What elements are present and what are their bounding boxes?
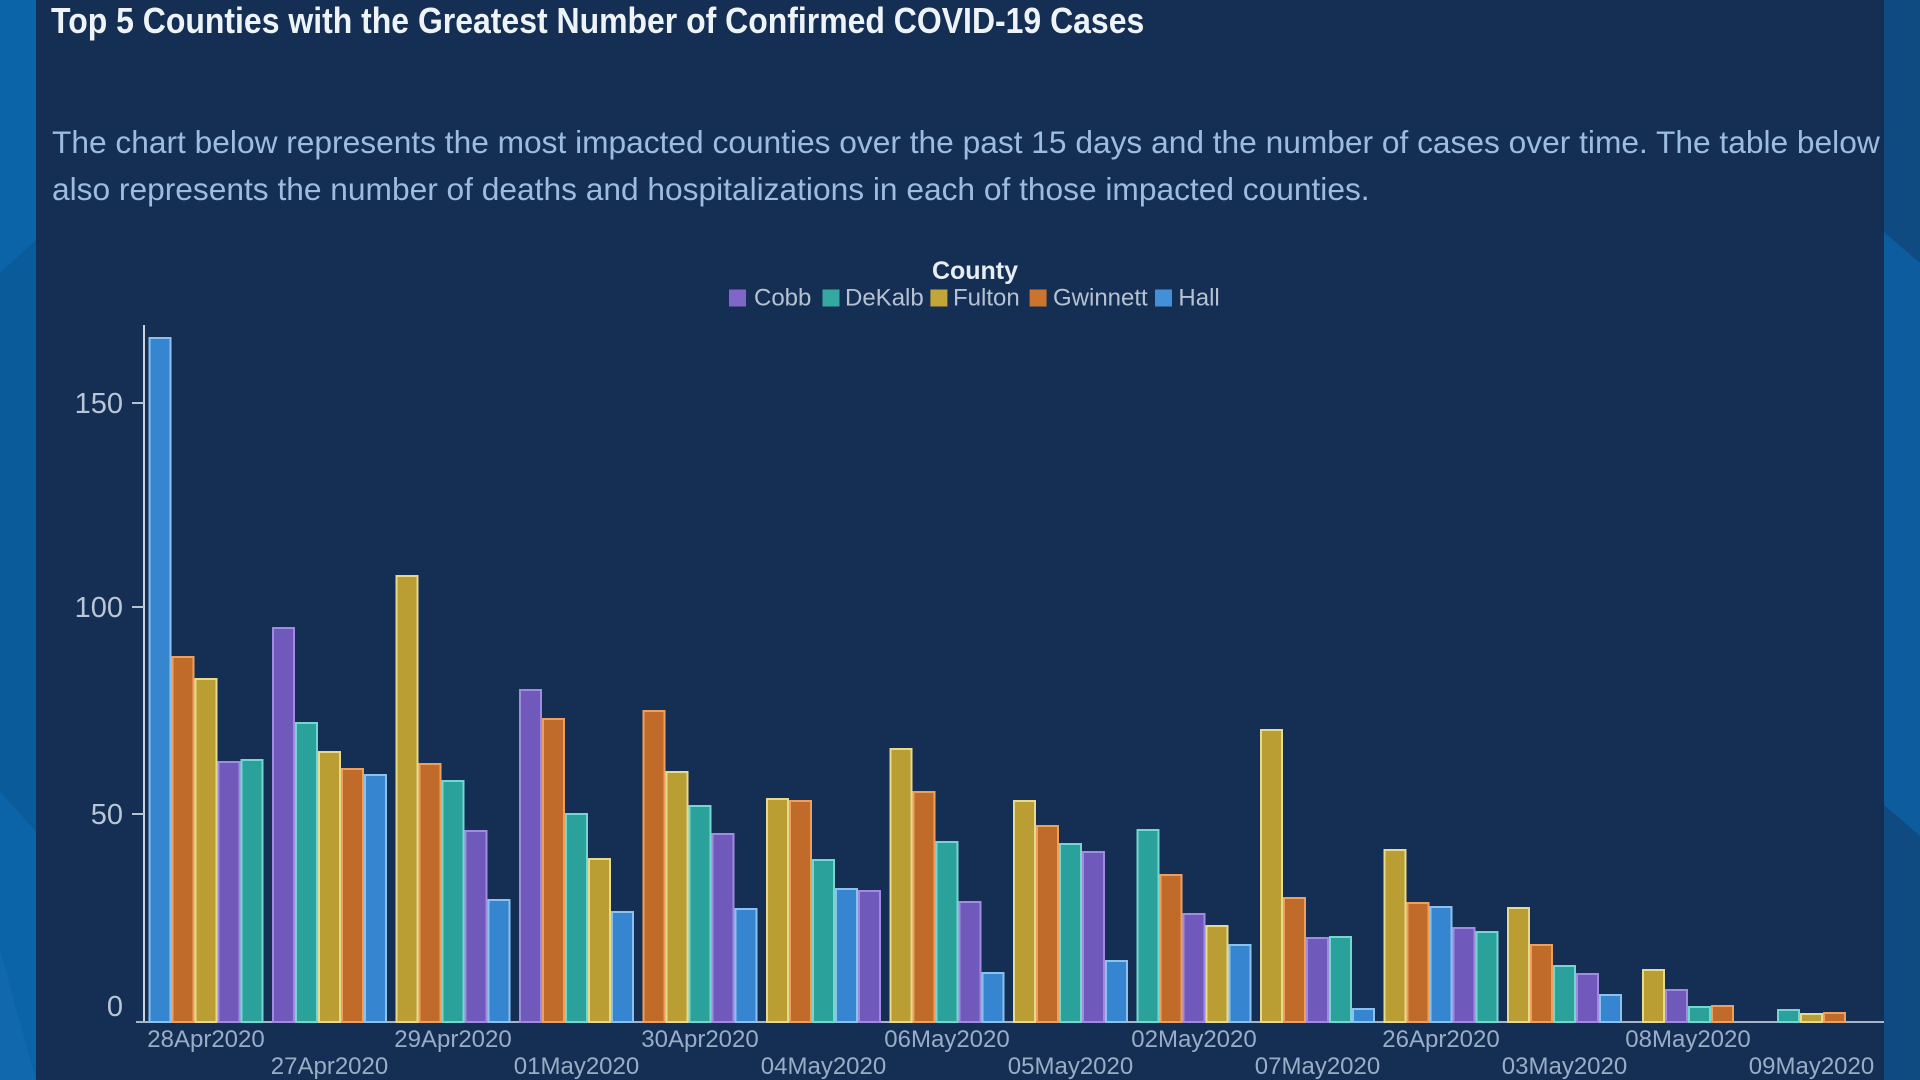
svg-text:26Apr2020: 26Apr2020 xyxy=(1382,1026,1499,1053)
svg-text:01May2020: 01May2020 xyxy=(514,1053,639,1080)
svg-text:Gwinnett: Gwinnett xyxy=(1053,285,1148,312)
svg-text:Top 5 Counties with the Greate: Top 5 Counties with the Greatest Number … xyxy=(51,1,1144,41)
svg-text:02May2020: 02May2020 xyxy=(1131,1026,1256,1053)
svg-text:The chart below represents the: The chart below represents the most impa… xyxy=(52,124,1880,160)
svg-text:06May2020: 06May2020 xyxy=(884,1026,1009,1053)
svg-text:29Apr2020: 29Apr2020 xyxy=(394,1026,511,1053)
svg-text:DeKalb: DeKalb xyxy=(845,285,924,312)
svg-text:30Apr2020: 30Apr2020 xyxy=(641,1026,758,1053)
svg-text:08May2020: 08May2020 xyxy=(1625,1026,1750,1053)
svg-text:27Apr2020: 27Apr2020 xyxy=(271,1053,388,1080)
svg-text:28Apr2020: 28Apr2020 xyxy=(147,1026,264,1053)
svg-text:150: 150 xyxy=(75,388,123,420)
svg-text:0: 0 xyxy=(107,991,123,1023)
svg-text:50: 50 xyxy=(91,799,123,831)
svg-text:03May2020: 03May2020 xyxy=(1502,1053,1627,1080)
svg-text:also represents the number of: also represents the number of deaths and… xyxy=(52,171,1370,207)
svg-text:Fulton: Fulton xyxy=(953,285,1020,312)
svg-text:County: County xyxy=(932,257,1018,285)
svg-text:100: 100 xyxy=(75,592,123,624)
svg-text:05May2020: 05May2020 xyxy=(1008,1053,1133,1080)
svg-text:Cobb: Cobb xyxy=(754,285,811,312)
svg-text:09May2020: 09May2020 xyxy=(1749,1053,1874,1080)
svg-text:04May2020: 04May2020 xyxy=(761,1053,886,1080)
svg-text:07May2020: 07May2020 xyxy=(1255,1053,1380,1080)
svg-text:Hall: Hall xyxy=(1178,285,1219,312)
